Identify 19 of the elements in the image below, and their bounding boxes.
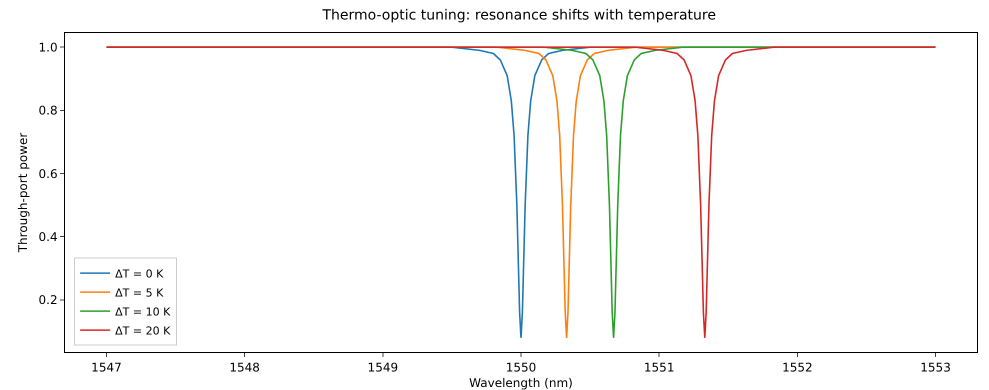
x-axis-title: Wavelength (nm) (469, 376, 573, 390)
x-tick-label: 1551 (644, 360, 674, 374)
x-tick-label: 1549 (368, 360, 398, 374)
legend-label: ΔT = 5 K (115, 286, 164, 300)
y-axis-title: Through-port power (16, 132, 30, 254)
y-tick-label: 1.0 (38, 40, 58, 54)
y-tick-label: 0.4 (38, 230, 58, 244)
chart-title: Thermo-optic tuning: resonance shifts with temperature (321, 8, 716, 24)
x-tick-label: 1550 (506, 360, 536, 374)
x-tick-label: 1552 (782, 360, 813, 374)
legend-label: ΔT = 10 K (115, 305, 172, 318)
x-tick-label: 1547 (91, 360, 122, 374)
x-tick-label: 1553 (920, 360, 951, 374)
y-tick-label: 0.6 (38, 166, 58, 181)
x-tick-label: 1548 (229, 360, 260, 374)
y-tick-label: 0.8 (38, 104, 58, 118)
legend-label: ΔT = 0 K (115, 267, 164, 280)
y-tick-label: 0.2 (38, 293, 58, 308)
legend-label: ΔT = 20 K (115, 324, 172, 338)
